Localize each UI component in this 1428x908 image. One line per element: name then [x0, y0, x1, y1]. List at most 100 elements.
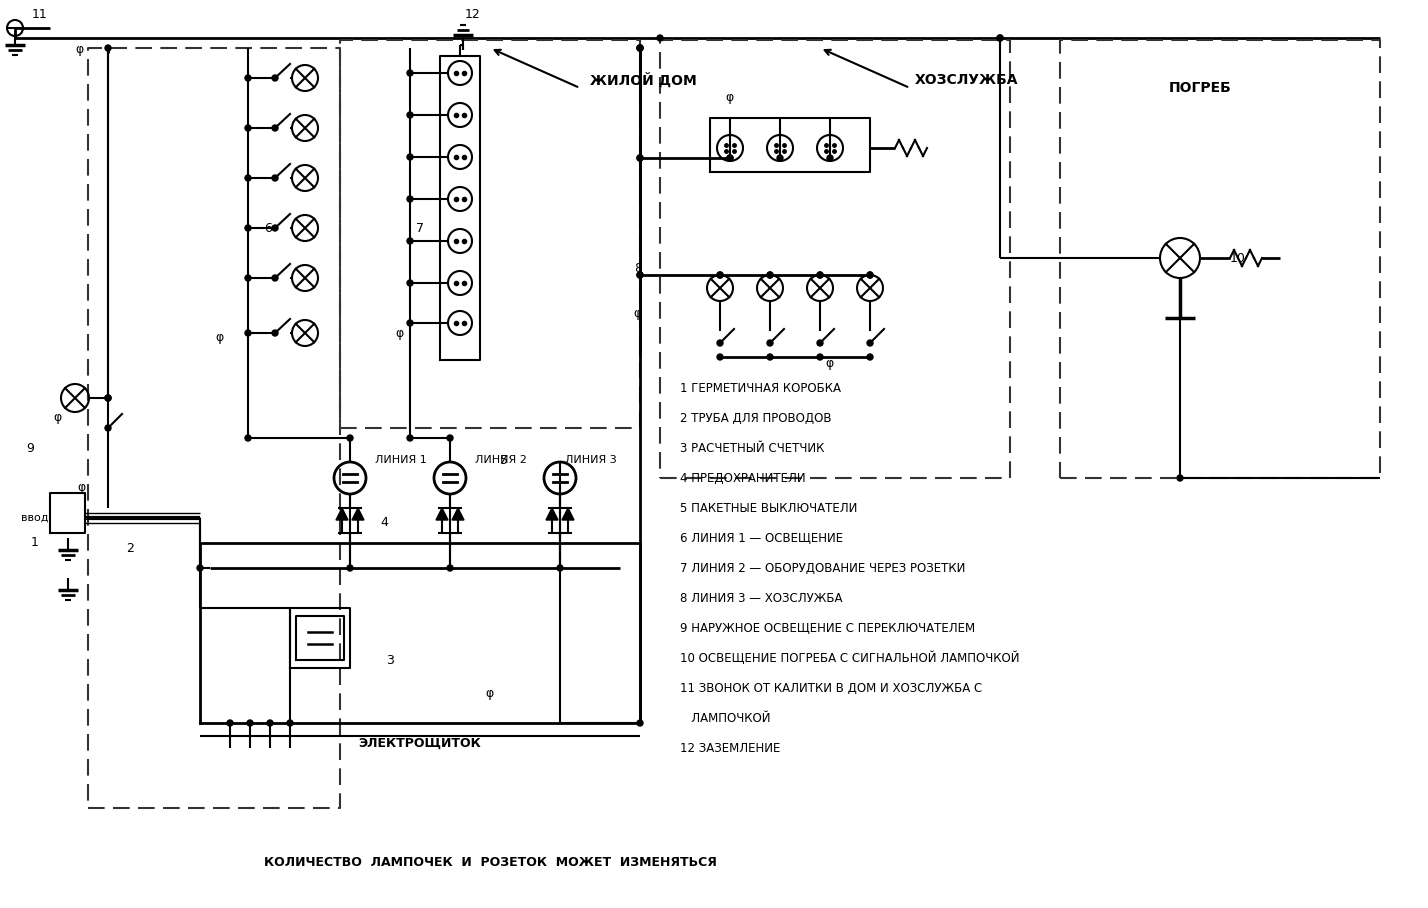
- Circle shape: [867, 272, 873, 278]
- Text: ЭЛЕКТРОЩИТОК: ЭЛЕКТРОЩИТОК: [358, 736, 481, 749]
- Circle shape: [407, 70, 413, 76]
- Text: 5: 5: [500, 453, 508, 467]
- Circle shape: [867, 354, 873, 360]
- Text: 10: 10: [1230, 252, 1245, 264]
- Text: φ: φ: [825, 357, 834, 370]
- Polygon shape: [563, 508, 574, 520]
- Text: 5 ПАКЕТНЫЕ ВЫКЛЮЧАТЕЛИ: 5 ПАКЕТНЫЕ ВЫКЛЮЧАТЕЛИ: [680, 501, 857, 515]
- Circle shape: [637, 155, 643, 161]
- Circle shape: [407, 196, 413, 202]
- Circle shape: [637, 272, 643, 278]
- Circle shape: [407, 154, 413, 160]
- Circle shape: [407, 320, 413, 326]
- Text: 2: 2: [126, 541, 134, 555]
- Text: ввод: ввод: [21, 513, 49, 523]
- Circle shape: [717, 272, 723, 278]
- Text: 1 ГЕРМЕТИЧНАЯ КОРОБКА: 1 ГЕРМЕТИЧНАЯ КОРОБКА: [680, 381, 841, 394]
- Circle shape: [777, 155, 783, 161]
- Text: ХОЗСЛУЖБА: ХОЗСЛУЖБА: [915, 73, 1018, 87]
- Text: φ: φ: [486, 686, 494, 699]
- Text: ЛИНИЯ 2: ЛИНИЯ 2: [476, 455, 527, 465]
- Text: 4 ПРЕДОХРАНИТЕЛИ: 4 ПРЕДОХРАНИТЕЛИ: [680, 471, 805, 485]
- Circle shape: [557, 565, 563, 571]
- Polygon shape: [436, 508, 448, 520]
- Text: 11: 11: [31, 8, 49, 22]
- Text: КОЛИЧЕСТВО  ЛАМПОЧЕК  И  РОЗЕТОК  МОЖЕТ  ИЗМЕНЯТЬСЯ: КОЛИЧЕСТВО ЛАМПОЧЕК И РОЗЕТОК МОЖЕТ ИЗМЕ…: [264, 856, 717, 870]
- Circle shape: [767, 354, 773, 360]
- Circle shape: [347, 435, 353, 441]
- Text: 2 ТРУБА ДЛЯ ПРОВОДОВ: 2 ТРУБА ДЛЯ ПРОВОДОВ: [680, 411, 831, 425]
- Circle shape: [106, 395, 111, 401]
- Text: 3: 3: [386, 654, 394, 666]
- Circle shape: [106, 425, 111, 431]
- Text: 7 ЛИНИЯ 2 — ОБОРУДОВАНИЕ ЧЕРЕЗ РОЗЕТКИ: 7 ЛИНИЯ 2 — ОБОРУДОВАНИЕ ЧЕРЕЗ РОЗЕТКИ: [680, 561, 965, 575]
- Circle shape: [407, 435, 413, 441]
- Circle shape: [271, 275, 278, 281]
- Circle shape: [727, 155, 733, 161]
- Text: ЛИНИЯ 3: ЛИНИЯ 3: [565, 455, 617, 465]
- Circle shape: [247, 720, 253, 726]
- Polygon shape: [351, 508, 364, 520]
- Text: φ: φ: [725, 92, 734, 104]
- Circle shape: [637, 45, 643, 51]
- Text: 8: 8: [634, 262, 643, 274]
- Circle shape: [347, 565, 353, 571]
- Text: φ: φ: [79, 481, 86, 495]
- Circle shape: [767, 272, 773, 278]
- Circle shape: [106, 395, 111, 401]
- Circle shape: [717, 354, 723, 360]
- Circle shape: [817, 340, 823, 346]
- Circle shape: [271, 175, 278, 181]
- Circle shape: [657, 35, 663, 41]
- Circle shape: [246, 275, 251, 281]
- Text: 11 ЗВОНОК ОТ КАЛИТКИ В ДОМ И ХОЗСЛУЖБА С: 11 ЗВОНОК ОТ КАЛИТКИ В ДОМ И ХОЗСЛУЖБА С: [680, 682, 982, 695]
- Text: 6: 6: [264, 222, 271, 234]
- Circle shape: [246, 435, 251, 441]
- Circle shape: [271, 125, 278, 131]
- Text: φ: φ: [396, 327, 404, 340]
- Circle shape: [817, 354, 823, 360]
- Text: 3 РАСЧЕТНЫЙ СЧЕТЧИК: 3 РАСЧЕТНЫЙ СЧЕТЧИК: [680, 441, 824, 455]
- Text: 4: 4: [380, 517, 388, 529]
- Text: ПОГРЕБ: ПОГРЕБ: [1168, 81, 1231, 95]
- Circle shape: [637, 720, 643, 726]
- Circle shape: [267, 720, 273, 726]
- Text: 12 ЗАЗЕМЛЕНИЕ: 12 ЗАЗЕМЛЕНИЕ: [680, 742, 780, 755]
- Text: 7: 7: [416, 222, 424, 234]
- Text: φ: φ: [54, 411, 63, 425]
- Circle shape: [407, 238, 413, 244]
- Circle shape: [1177, 475, 1182, 481]
- Circle shape: [407, 280, 413, 286]
- Text: ЛАМПОЧКОЙ: ЛАМПОЧКОЙ: [680, 712, 771, 725]
- Circle shape: [246, 175, 251, 181]
- Circle shape: [246, 225, 251, 231]
- Circle shape: [246, 75, 251, 81]
- Circle shape: [997, 35, 1002, 41]
- Circle shape: [197, 565, 203, 571]
- Circle shape: [407, 112, 413, 118]
- Polygon shape: [545, 508, 558, 520]
- Circle shape: [767, 272, 773, 278]
- Circle shape: [727, 155, 733, 161]
- Circle shape: [271, 75, 278, 81]
- Circle shape: [817, 272, 823, 278]
- Text: 8 ЛИНИЯ 3 — ХОЗСЛУЖБА: 8 ЛИНИЯ 3 — ХОЗСЛУЖБА: [680, 591, 843, 605]
- Circle shape: [867, 272, 873, 278]
- Circle shape: [447, 565, 453, 571]
- Polygon shape: [453, 508, 464, 520]
- Circle shape: [997, 35, 1002, 41]
- Polygon shape: [336, 508, 348, 520]
- Circle shape: [246, 125, 251, 131]
- Circle shape: [447, 435, 453, 441]
- Circle shape: [287, 720, 293, 726]
- Circle shape: [717, 272, 723, 278]
- Text: 9 НАРУЖНОЕ ОСВЕЩЕНИЕ С ПЕРЕКЛЮЧАТЕЛЕМ: 9 НАРУЖНОЕ ОСВЕЩЕНИЕ С ПЕРЕКЛЮЧАТЕЛЕМ: [680, 621, 975, 635]
- Circle shape: [637, 155, 643, 161]
- Text: φ: φ: [634, 307, 643, 320]
- Text: ЛИНИЯ 1: ЛИНИЯ 1: [376, 455, 427, 465]
- Circle shape: [767, 340, 773, 346]
- Text: φ: φ: [216, 331, 224, 344]
- Circle shape: [106, 45, 111, 51]
- Text: 1: 1: [31, 537, 39, 549]
- Text: 6 ЛИНИЯ 1 — ОСВЕЩЕНИЕ: 6 ЛИНИЯ 1 — ОСВЕЩЕНИЕ: [680, 531, 843, 545]
